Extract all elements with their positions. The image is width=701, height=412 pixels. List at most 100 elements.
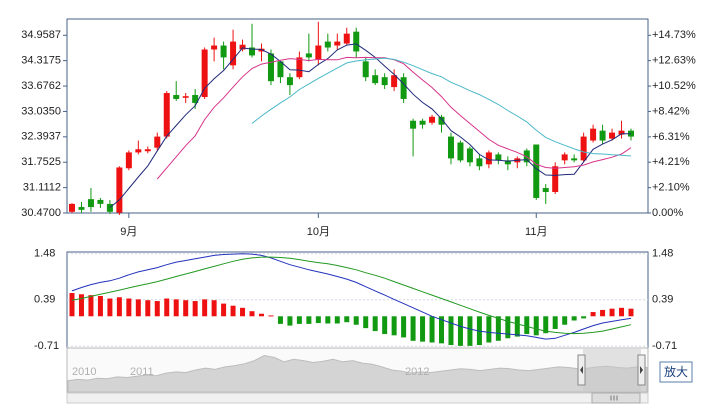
candle-body xyxy=(552,166,559,193)
macd-bar xyxy=(363,316,369,329)
y-tick-label: 34.3175 xyxy=(21,55,61,67)
macd-bar xyxy=(486,316,492,343)
candle-body xyxy=(476,158,483,167)
candle-body xyxy=(381,77,388,86)
macd-bar xyxy=(107,298,113,317)
y-tick-label: 34.9587 xyxy=(21,29,61,41)
macd-bar xyxy=(420,316,426,342)
y2-tick-label: 0.00% xyxy=(652,207,683,219)
candle-body xyxy=(144,149,151,152)
x-tick-label: 10月 xyxy=(307,226,330,238)
candle-body xyxy=(542,188,549,193)
ma-line xyxy=(71,256,632,335)
candle-body xyxy=(485,152,492,165)
candle-body xyxy=(495,154,502,161)
macd-bar xyxy=(391,316,397,336)
candle-body xyxy=(315,45,322,60)
scrollbar-grip xyxy=(610,395,618,401)
macd-bar xyxy=(202,299,208,317)
candle-body xyxy=(400,77,407,99)
scrollbar-track[interactable] xyxy=(66,392,649,404)
navigator-year-label: 2012 xyxy=(405,366,429,378)
y2-tick-label: -0.71 xyxy=(652,340,677,352)
macd-bar xyxy=(287,316,293,326)
candle-body xyxy=(561,154,568,161)
candle-body xyxy=(580,136,587,161)
candle-body xyxy=(135,149,142,153)
macd-bar xyxy=(183,300,189,317)
scrollbar-thumb[interactable] xyxy=(591,392,641,404)
navigator-area xyxy=(67,354,648,393)
macd-bar xyxy=(145,300,151,317)
candle-body xyxy=(618,130,625,135)
macd-bar xyxy=(325,316,331,324)
candle-body xyxy=(125,152,132,169)
zoom-button-label[interactable]: 放大 xyxy=(664,364,688,379)
candle-body xyxy=(419,120,426,125)
y-tick-label: 31.7525 xyxy=(21,156,61,168)
candle-body xyxy=(211,45,218,50)
macd-bar xyxy=(164,298,170,317)
macd-bar xyxy=(88,295,94,317)
candle-body xyxy=(324,41,331,48)
candle-body xyxy=(429,116,436,123)
macd-bar xyxy=(353,316,359,325)
main-frame xyxy=(66,18,649,214)
macd-bar xyxy=(600,309,606,317)
candle-body xyxy=(173,95,180,99)
macd-bar xyxy=(619,307,625,317)
macd-bar xyxy=(249,311,255,317)
macd-bar xyxy=(268,315,274,317)
y-tick-label: 33.0350 xyxy=(21,105,61,117)
zoom-button[interactable] xyxy=(659,361,693,383)
macd-bar xyxy=(457,316,463,346)
handle-arrow xyxy=(640,366,643,374)
candle-body xyxy=(372,75,379,84)
candle-body xyxy=(410,120,417,129)
y-tick-label: 30.4700 xyxy=(21,207,61,219)
candle-body xyxy=(239,44,246,50)
y-tick-label: 33.6762 xyxy=(21,80,61,92)
candle-body xyxy=(286,77,293,86)
candle-body xyxy=(447,136,454,159)
macd-bar xyxy=(258,313,264,317)
macd-bar xyxy=(524,316,530,335)
macd-bar xyxy=(277,316,283,324)
candle-body xyxy=(343,33,350,44)
macd-bar xyxy=(211,300,217,317)
macd-bar xyxy=(240,307,246,317)
y-tick-label: 0.39 xyxy=(34,294,55,306)
candle-body xyxy=(457,142,464,161)
y2-tick-label: +6.31% xyxy=(652,131,690,143)
macd-bar xyxy=(590,312,596,317)
navigator-year-label: 2011 xyxy=(130,366,154,378)
candle-body xyxy=(277,61,284,78)
ma-line xyxy=(251,57,632,157)
candle-body xyxy=(230,41,237,66)
x-tick-label: 9月 xyxy=(120,226,137,238)
y2-tick-label: +12.63% xyxy=(652,55,696,67)
navigator-selection[interactable] xyxy=(583,349,641,391)
x-tick-label: 11月 xyxy=(525,226,547,238)
candle-body xyxy=(87,199,94,208)
candle-body xyxy=(571,158,578,161)
candle-body xyxy=(296,57,303,78)
macd-bar xyxy=(543,316,549,334)
candle-body xyxy=(590,128,597,141)
y-tick-label: 1.48 xyxy=(34,248,55,260)
candle-body xyxy=(182,96,189,98)
macd-bar xyxy=(505,316,511,339)
macd-bar xyxy=(154,301,160,317)
y2-tick-label: +2.10% xyxy=(652,182,690,194)
y2-tick-label: +4.21% xyxy=(652,156,690,168)
macd-bar xyxy=(448,316,454,346)
macd-bar xyxy=(439,316,445,344)
macd-bar xyxy=(609,308,615,317)
macd-bar xyxy=(467,316,473,346)
macd-bar xyxy=(552,316,558,329)
candle-body xyxy=(192,95,199,103)
candle-body xyxy=(438,116,445,125)
y2-tick-label: 0.39 xyxy=(652,294,673,306)
macd-bar xyxy=(78,294,84,317)
